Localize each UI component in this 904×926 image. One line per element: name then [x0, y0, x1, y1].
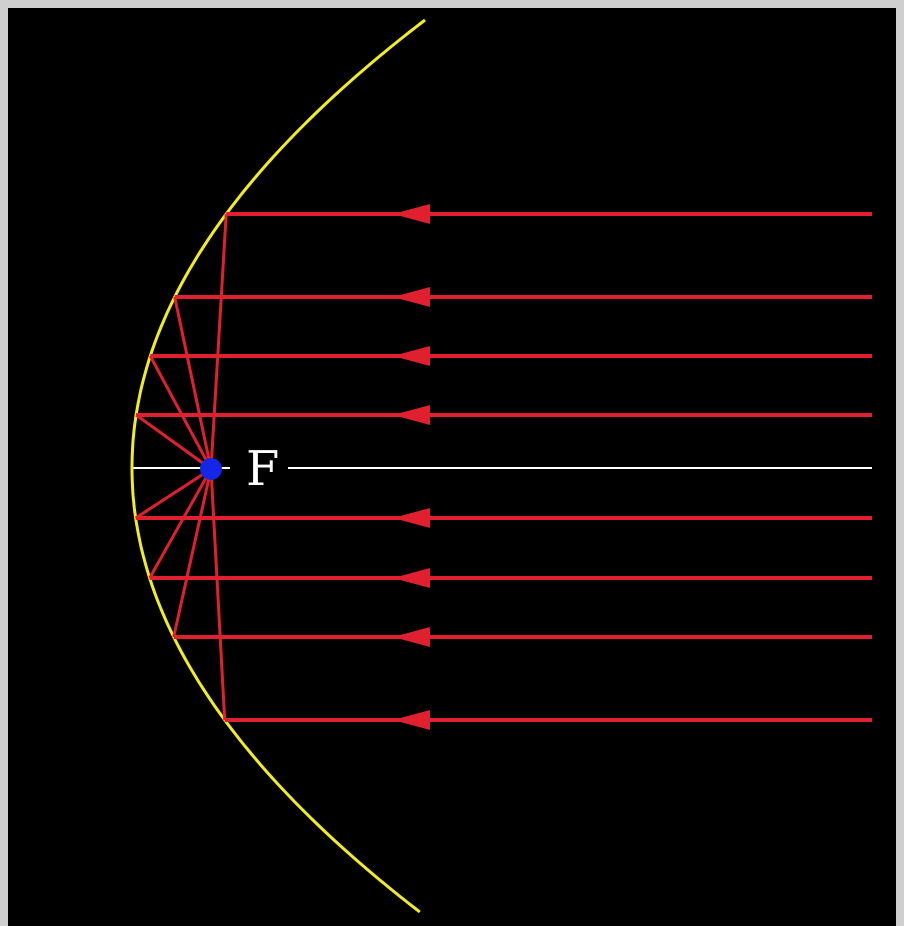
reflected-ray-7: [172, 468, 213, 638]
reflected-ray-6: [148, 468, 213, 579]
light-rays: [134, 204, 872, 730]
reflected-ray-1: [209, 213, 228, 470]
reflected-ray-8: [209, 468, 227, 721]
arrowhead-icon: [393, 710, 430, 730]
arrowhead-icon: [393, 627, 430, 647]
reflected-ray-3: [148, 355, 213, 470]
reflected-ray-2: [173, 296, 213, 470]
reflected-ray-4: [135, 413, 212, 471]
arrowhead-icon: [393, 405, 430, 425]
arrowhead-icon: [393, 568, 430, 588]
parabola-curve: [130, 18, 426, 914]
focus-dot-icon: [200, 458, 222, 480]
arrowhead-icon: [393, 346, 430, 366]
arrowhead-icon: [393, 287, 430, 307]
focus-label: F: [246, 441, 279, 497]
reflected-ray-5: [134, 467, 212, 520]
diagram-canvas: F: [8, 8, 896, 926]
arrowhead-icon: [393, 508, 430, 528]
arrowhead-icon: [393, 204, 430, 224]
parabolic-reflection-diagram: F: [8, 8, 896, 926]
